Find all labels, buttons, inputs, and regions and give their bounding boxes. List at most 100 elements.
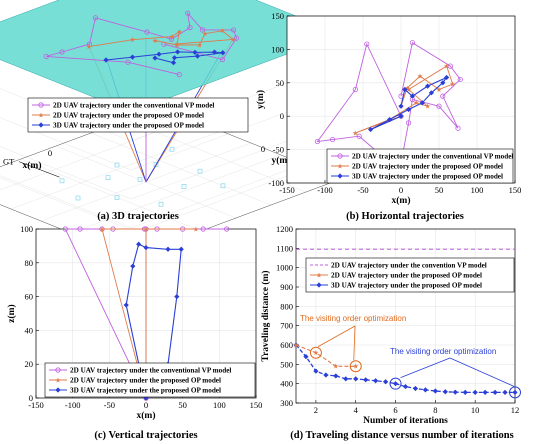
d-axes-frame <box>295 228 516 404</box>
a-series-0-point-3 <box>59 49 65 55</box>
a-wall-grid-2 <box>0 120 342 200</box>
d-y-tick-label-8: 1100 <box>276 243 293 253</box>
d-series-2-point-22 <box>512 389 518 395</box>
a-series-2-point-1 <box>129 54 136 60</box>
d-series-2-point-21 <box>502 389 508 395</box>
a-series-2-point-7 <box>194 53 201 59</box>
d-series-2-point-5 <box>343 376 349 382</box>
d-series-1-point-1: ★ <box>313 349 319 357</box>
d-x-label: Number of iterations <box>363 416 448 426</box>
a-series-1-point-0: ★ <box>86 43 92 51</box>
b-series-2-point-5 <box>428 90 434 96</box>
a-series-0-point-1 <box>125 59 131 65</box>
a-series-2-point-2 <box>156 51 162 57</box>
d-y-tick-label-3: 600 <box>280 340 293 350</box>
d-y-tick-label-2: 500 <box>280 359 293 369</box>
d-series-2-point-12 <box>412 385 419 392</box>
c-y-tick-label-0: 0 <box>29 393 33 403</box>
a-gt-point-4 <box>197 168 203 174</box>
d-annotation-blue-circle-1 <box>509 386 521 399</box>
a-gt-point-6 <box>181 184 187 189</box>
d-series-2-point-2 <box>313 368 319 374</box>
a-series-2-point-5 <box>211 49 218 55</box>
b-y-label: y(m) <box>255 90 266 109</box>
b-series-2-point-3 <box>406 106 412 113</box>
d-legend-label-2: 3D UAV trajectory under the proposed OP … <box>331 282 482 290</box>
a-gt-point-9 <box>137 177 143 182</box>
d-x-tick-label-0: 2 <box>314 405 318 415</box>
b-series-2-point-10 <box>402 86 408 93</box>
a-y-tick-label-1: 0 <box>261 144 265 154</box>
d-series-2-point-9 <box>382 379 389 385</box>
b-series-1-point-9: ★ <box>417 73 423 81</box>
b-series-1-point-4: ★ <box>424 103 430 111</box>
c-series-0-point-1 <box>62 226 68 232</box>
d-series-2-point-11 <box>402 383 409 390</box>
a-legend-label-0: 2D UAV trajectory under the conventional… <box>53 102 214 110</box>
b-y-tick-label-0: -100 <box>268 178 284 188</box>
a-gt-point-10 <box>59 178 65 184</box>
a-legend-marker-1: ★ <box>38 111 44 119</box>
a-gt-point-3 <box>114 195 120 200</box>
d-x-tick-label-3: 8 <box>433 405 437 415</box>
a-series-0-point-2 <box>43 53 49 60</box>
b-series-2-point-0 <box>398 113 404 119</box>
d-legend-label-0: 2D UAV trajectory under the convention V… <box>331 262 487 270</box>
d-y-tick-label-1: 400 <box>280 379 293 389</box>
c-series-0-point-8 <box>200 226 206 232</box>
d-series-2-point-8 <box>373 378 379 384</box>
c-series-2-point-1 <box>123 302 129 308</box>
a-series-2-point-4 <box>192 49 198 55</box>
d-series-2-point-7 <box>363 377 369 383</box>
b-series-2-point-6 <box>440 80 446 86</box>
b-x-tick-label-4: 50 <box>435 185 444 195</box>
panel-b-horizontal-trajectories: -150 -100 -50 0 50 100 150-100-50050100150x(m)… <box>255 11 521 206</box>
d-annotation-orange: The visiting order optimization <box>300 314 406 323</box>
d-series-2-point-10 <box>392 381 399 387</box>
c-series-0-point-9 <box>224 226 230 232</box>
a-series-1-point-4: ★ <box>174 40 180 48</box>
a-series-0-point-12 <box>233 35 240 41</box>
c-series-1-point-2: ★ <box>193 225 199 233</box>
b-series-2-point-8 <box>425 83 431 89</box>
b-series-1-point-3: ★ <box>413 99 419 107</box>
d-series-1-point-0: ★ <box>293 341 299 349</box>
d-x-tick-label-2: 6 <box>393 405 397 415</box>
b-y-tick-label-2: 0 <box>280 111 284 121</box>
a-series-2-point-6 <box>220 50 226 56</box>
d-y-tick-label-6: 900 <box>280 282 293 292</box>
a-legend-box <box>27 97 249 133</box>
b-series-0-point-9 <box>436 103 442 109</box>
d-x-tick-label-4: 10 <box>471 405 480 415</box>
a-series-1-point-3: ★ <box>176 28 182 36</box>
b-series-0-point-2 <box>352 86 358 93</box>
c-y-tick-label-4: 80 <box>25 258 34 268</box>
b-series-2-point-9 <box>409 93 415 99</box>
caption-d: (d) Traveling distance versus number of … <box>290 430 513 441</box>
a-wall-grid-1 <box>0 149 342 229</box>
b-legend-box <box>326 148 514 184</box>
a-series-2-point-9 <box>170 60 177 66</box>
d-series-2-point-4 <box>333 373 339 379</box>
a-series-1-point-2: ★ <box>169 33 175 41</box>
a-series-0-point-8 <box>187 24 193 31</box>
caption-c: (c) Vertical trajectories <box>94 430 197 441</box>
d-series-2-point-6 <box>353 376 359 382</box>
c-legend-marker-0 <box>55 367 61 373</box>
a-gt-point-7 <box>158 201 164 207</box>
d-y-tick-label-4: 700 <box>280 321 293 331</box>
a-legend-marker-2 <box>38 122 44 128</box>
b-series-1-point-7: ★ <box>450 81 456 89</box>
a-series-0-point-6 <box>144 29 150 35</box>
d-annotation-orange-circle-0 <box>309 346 322 359</box>
d-series-2-point-13 <box>422 387 429 393</box>
c-y-tick-label-3: 60 <box>25 292 34 302</box>
d-y-label: Traveling distance (m) <box>260 270 271 361</box>
b-series-0-point-14 <box>409 40 415 46</box>
d-y-tick-label-9: 1200 <box>276 224 293 234</box>
d-legend-marker-2 <box>316 282 322 288</box>
c-series-2-point-6 <box>178 246 184 252</box>
a-series-1-point-1: ★ <box>129 36 135 44</box>
a-series-1-point-10: ★ <box>152 37 158 45</box>
